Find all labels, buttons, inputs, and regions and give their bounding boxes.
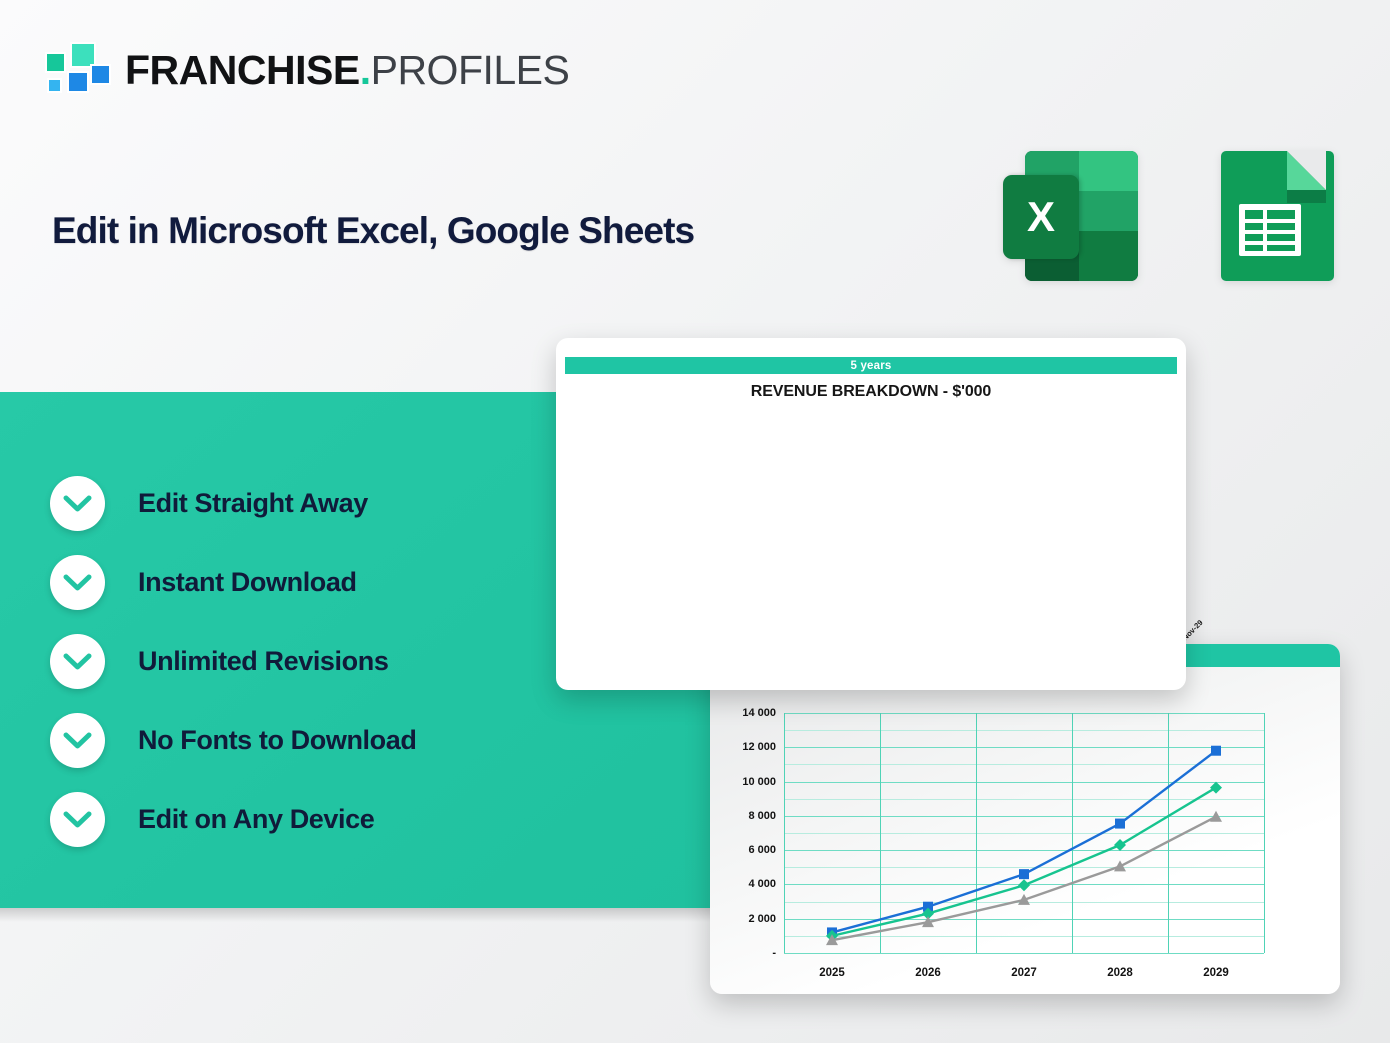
- gridline-minor: [784, 764, 1264, 766]
- gridline: [784, 815, 1264, 817]
- chevron-down-icon: [50, 713, 105, 768]
- app-icons-group: X: [1003, 151, 1348, 281]
- feature-item-0[interactable]: Edit Straight Away: [50, 464, 416, 543]
- series-marker: [1210, 810, 1222, 822]
- y-tick-label: 4 000: [748, 878, 776, 891]
- x-tick-label: 2025: [819, 967, 845, 979]
- line-series-group: [826, 745, 1222, 946]
- gridline-minor: [784, 730, 1264, 732]
- gridline-minor: [784, 935, 1264, 937]
- feature-label: Edit on Any Device: [138, 804, 375, 834]
- feature-label: Instant Download: [138, 567, 357, 597]
- series-marker: [1018, 893, 1030, 905]
- gridline-vertical: [1168, 713, 1169, 953]
- logo-wordmark: FRANCHISE.PROFILES: [125, 46, 570, 93]
- axis-line-left: [784, 713, 785, 953]
- revenue-breakdown-card: 5 years REVENUE BREAKDOWN - $'000: [556, 338, 1186, 690]
- excel-x-glyph: X: [1026, 193, 1055, 240]
- gridline: [784, 713, 1264, 714]
- gridline-vertical: [976, 713, 977, 953]
- y-tick-label: 10 000: [742, 775, 776, 788]
- y-tick-label: 6 000: [748, 844, 776, 857]
- series-marker: [1114, 860, 1126, 872]
- feature-item-4[interactable]: Edit on Any Device: [50, 780, 416, 859]
- gross-margin-chart: - 2 000 4 000 6 000 8 000 10 000 12 000 14 000 2…: [742, 707, 1265, 979]
- logo-word-light: PROFILES: [370, 46, 570, 93]
- axis-line-right: [1264, 713, 1265, 953]
- y-tick-label: -: [772, 947, 776, 959]
- brand-logo[interactable]: FRANCHISE.PROFILES: [45, 42, 570, 98]
- gridline-vertical: [1072, 713, 1073, 953]
- logo-word-bold: FRANCHISE: [125, 46, 360, 93]
- y-tick-label: 12 000: [742, 741, 776, 754]
- chevron-down-icon: [50, 555, 105, 610]
- series-marker: [922, 916, 934, 928]
- series-marker: [1210, 781, 1222, 794]
- y-tick-label: 2 000: [748, 912, 776, 925]
- chevron-down-icon: [50, 792, 105, 847]
- series-line: [831, 786, 1217, 938]
- y-tick-label: 8 000: [748, 809, 776, 822]
- feature-label: No Fonts to Download: [138, 725, 417, 755]
- gridline: [784, 918, 1264, 920]
- microsoft-excel-icon[interactable]: X: [1003, 151, 1138, 281]
- feature-label: Unlimited Revisions: [138, 646, 389, 676]
- sheets-grid-glyph: [1239, 204, 1301, 256]
- feature-item-1[interactable]: Instant Download: [50, 543, 416, 622]
- logo-squares-icon: [45, 42, 111, 98]
- feature-item-3[interactable]: No Fonts to Download: [50, 701, 417, 780]
- x-tick-label: 2027: [1011, 967, 1037, 979]
- gridline: [784, 953, 1264, 954]
- revenue-chart-title: REVENUE BREAKDOWN - $'000: [750, 383, 992, 400]
- x-tick-label: 2026: [915, 967, 941, 979]
- series-marker: [1115, 818, 1125, 829]
- gridline: [784, 747, 1264, 749]
- series-marker: [1114, 839, 1126, 851]
- series-marker: [826, 934, 838, 946]
- gridline-minor: [784, 798, 1264, 800]
- gridline-minor: [784, 833, 1264, 834]
- revenue-card-banner: 5 years: [565, 357, 1177, 374]
- chevron-down-icon: [50, 476, 105, 531]
- page-title: Edit in Microsoft Excel, Google Sheets: [52, 210, 695, 251]
- chevron-down-icon: [50, 634, 105, 689]
- feature-label: Edit Straight Away: [138, 488, 368, 518]
- series-line: [831, 749, 1217, 934]
- series-marker: [1211, 745, 1221, 756]
- x-tick-label: 2028: [1107, 967, 1133, 979]
- feature-item-2[interactable]: Unlimited Revisions: [50, 622, 416, 701]
- google-sheets-icon[interactable]: [1213, 151, 1348, 281]
- gridline-minor: [784, 867, 1264, 869]
- series-marker: [922, 907, 934, 920]
- series-marker: [1018, 879, 1030, 892]
- gridline: [784, 781, 1264, 783]
- gridline: [784, 850, 1264, 852]
- series-marker: [1019, 869, 1029, 880]
- gridline-vertical: [880, 713, 881, 953]
- y-tick-label: 14 000: [742, 707, 776, 719]
- series-marker: [923, 901, 933, 912]
- logo-word-dot: .: [359, 46, 371, 93]
- x-tick-label: 2029: [1203, 967, 1229, 979]
- feature-list: Edit Straight Away Instant Download Unli…: [50, 464, 417, 859]
